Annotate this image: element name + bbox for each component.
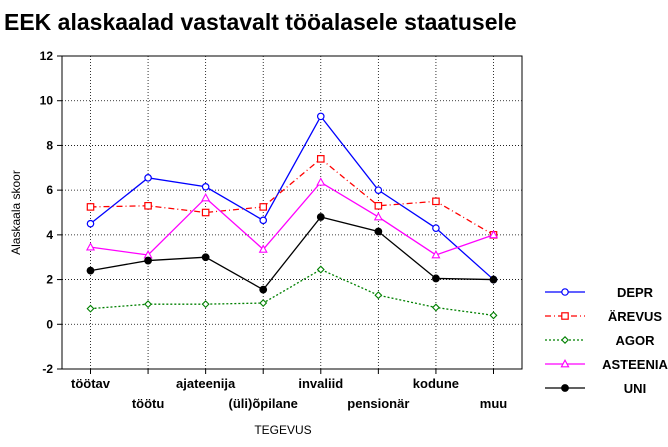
grid-lines [62, 56, 522, 369]
data-point [432, 224, 440, 232]
legend-label: AGOR [616, 333, 656, 348]
data-point [374, 291, 383, 300]
data-point [259, 216, 268, 225]
data-point [86, 304, 95, 313]
data-point [316, 155, 325, 163]
plot-area [61, 55, 523, 370]
data-point [374, 201, 383, 210]
x-tick-label: töötu [132, 396, 165, 411]
legend-label: ÄREVUS [608, 309, 663, 324]
legend-marker [561, 336, 569, 344]
legend-item: UNI [545, 381, 646, 396]
chart-title: EEK alaskaalad vastavalt tööalasele staa… [4, 9, 517, 35]
series-uni [86, 213, 498, 294]
data-point [488, 229, 499, 239]
legend-item: ASTEENIA [545, 357, 668, 372]
series-asteenia [85, 177, 499, 259]
data-point [373, 212, 383, 221]
legend-item: AGOR [545, 333, 655, 348]
legend-label: DEPR [617, 285, 654, 300]
legend-marker [561, 384, 569, 392]
data-point [259, 285, 268, 294]
data-point [489, 311, 498, 320]
x-tick-label: pensionär [347, 396, 409, 411]
y-tick-label: 2 [46, 273, 53, 287]
data-point [85, 242, 96, 251]
data-point [201, 253, 210, 262]
legend-label: UNI [624, 381, 646, 396]
x-axis-label: TEGEVUS [254, 423, 311, 437]
x-tick-label: muu [480, 396, 508, 411]
data-point [489, 275, 498, 284]
legend-label: ASTEENIA [602, 357, 668, 372]
y-axis-label: Alaskaala skoor [9, 170, 23, 255]
x-tick-label: invaliid [298, 376, 343, 391]
data-point [144, 300, 153, 309]
x-tick-label: töötav [71, 376, 111, 391]
series-agor [86, 265, 498, 320]
data-point [259, 203, 268, 211]
legend-marker [561, 312, 569, 320]
series-line [90, 181, 494, 256]
data-point [258, 244, 268, 253]
legend-marker [560, 359, 570, 368]
legend: DEPR ÄREVUS AGOR ASTEENIA UNI [545, 285, 668, 396]
y-tick-label: 12 [40, 49, 54, 63]
data-point [316, 177, 326, 186]
data-point [432, 274, 440, 283]
series-line [90, 115, 494, 281]
y-tick-label: 8 [46, 138, 53, 152]
data-point [201, 182, 210, 191]
data-point [201, 193, 211, 202]
data-point [86, 219, 95, 228]
legend-item: ÄREVUS [545, 309, 662, 324]
y-tick-label: -2 [42, 362, 53, 376]
data-point [86, 266, 95, 275]
data-point [431, 250, 441, 259]
data-point [316, 265, 325, 274]
data-point [316, 213, 325, 221]
legend-marker [561, 288, 569, 296]
data-point [86, 203, 95, 211]
series-line [90, 158, 494, 236]
y-tick-label: 6 [46, 183, 53, 197]
data-point [144, 256, 152, 265]
y-tick-label: 0 [46, 317, 53, 331]
x-axis-ticks: töötav töötu ajateenija (üli)õpilaneinvalii… [71, 369, 507, 411]
x-tick-label: (üli)õpilane [229, 396, 298, 411]
data-point [374, 227, 383, 236]
data-point [259, 299, 268, 308]
data-point [201, 300, 210, 309]
data-point [374, 186, 383, 194]
x-tick-label: ajateenija [176, 376, 236, 391]
data-point [144, 174, 152, 182]
y-axis-ticks: -2 0 2 4 6 8 10 12 [40, 49, 62, 376]
data-point [316, 112, 325, 121]
y-tick-label: 4 [46, 228, 53, 242]
data-point [431, 303, 440, 312]
legend-item: DEPR [545, 285, 654, 300]
data-point [432, 197, 440, 206]
x-tick-label: kodune [413, 376, 459, 391]
data-point [201, 208, 210, 217]
series-line [90, 216, 494, 291]
y-tick-label: 10 [40, 94, 54, 108]
data-point [144, 201, 152, 210]
series-lines [85, 112, 499, 320]
